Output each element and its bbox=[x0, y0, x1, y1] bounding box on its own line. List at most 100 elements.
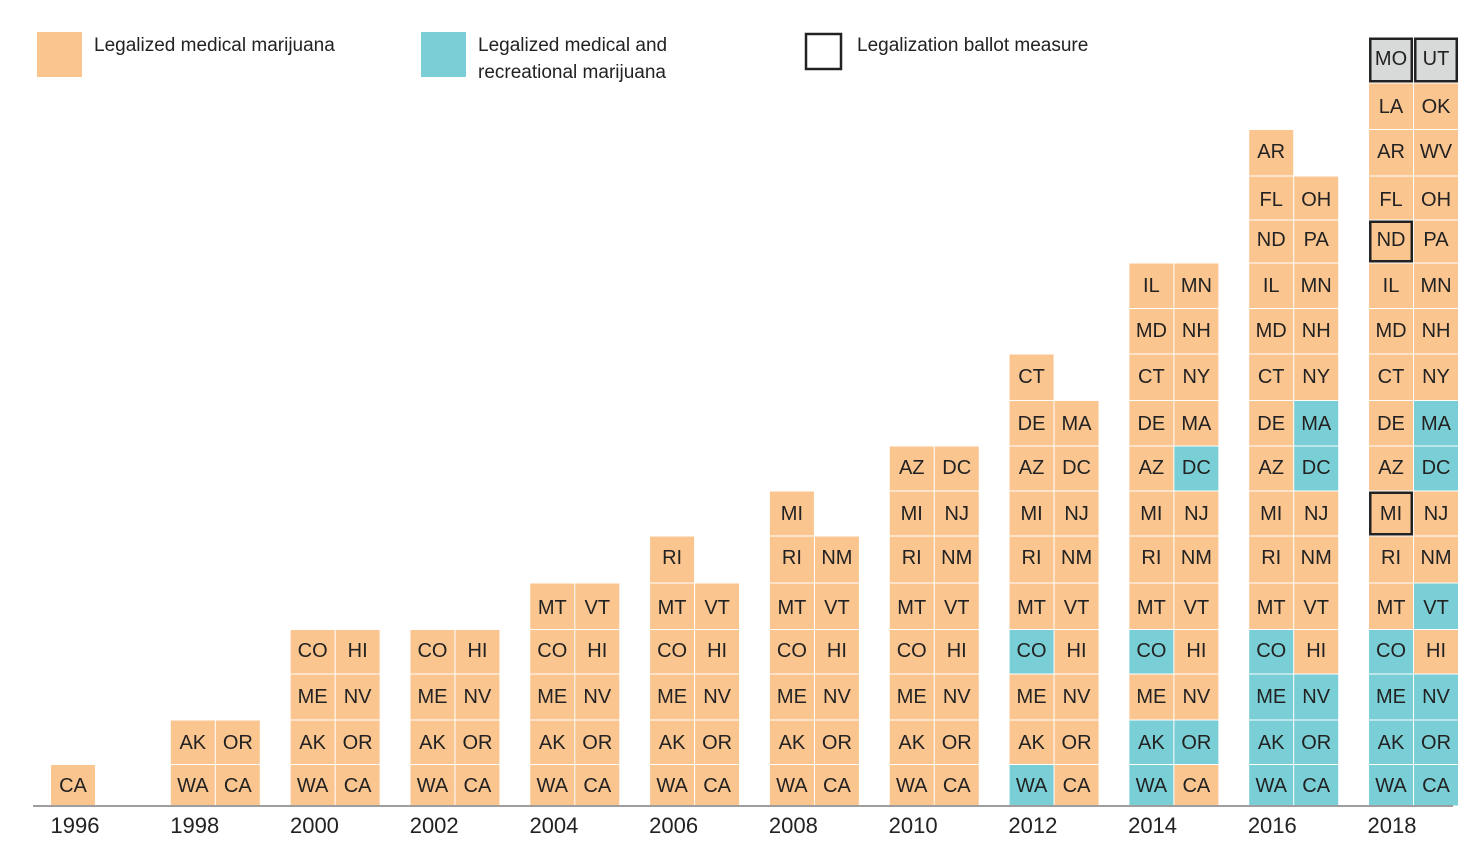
cell-bg-2016-FL bbox=[1249, 176, 1294, 220]
cell-label-2014-DC: DC bbox=[1182, 457, 1211, 479]
cell-bg-2002-HI bbox=[455, 630, 500, 674]
cell-2012-DE: DE bbox=[1009, 401, 1054, 446]
cell-bg-2010-RI bbox=[889, 536, 934, 583]
cell-label-2018-MT: MT bbox=[1377, 597, 1406, 619]
cell-bg-2004-VT bbox=[575, 583, 620, 629]
cell-bg-2016-NJ bbox=[1294, 491, 1339, 536]
cell-bg-2008-RI bbox=[769, 536, 814, 583]
cell-label-2008-MI: MI bbox=[781, 503, 803, 525]
year-column-2018: WA CA AK OR ME NV CO HI MT VT RI NM MI NJ AZ DC DE MA CT NY… bbox=[1369, 37, 1459, 806]
cell-2004-CO: CO bbox=[530, 630, 575, 674]
cell-1998-OR: OR bbox=[215, 720, 260, 764]
cell-2006-AK: AK bbox=[650, 720, 695, 764]
cell-label-2018-UT: UT bbox=[1423, 48, 1450, 70]
cell-label-2012-MT: MT bbox=[1017, 597, 1046, 619]
cell-bg-2010-HI bbox=[934, 630, 979, 674]
cell-2008-VT: VT bbox=[814, 583, 859, 629]
cell-label-2016-MN: MN bbox=[1301, 275, 1332, 297]
cell-bg-2012-MI bbox=[1009, 491, 1054, 536]
cell-2006-ME: ME bbox=[650, 674, 695, 720]
cell-bg-2014-MT bbox=[1129, 583, 1174, 629]
cell-2018-MI: MI bbox=[1369, 491, 1414, 536]
cell-bg-2016-OR bbox=[1294, 720, 1339, 764]
cell-bg-2016-NM bbox=[1294, 536, 1339, 583]
cell-2012-CO: CO bbox=[1009, 630, 1054, 674]
cell-2016-ND: ND bbox=[1249, 220, 1294, 263]
cell-bg-2004-OR bbox=[575, 720, 620, 764]
cell-bg-2016-IL bbox=[1249, 263, 1294, 308]
cell-label-2002-CO: CO bbox=[417, 640, 447, 662]
cell-2016-NM: NM bbox=[1294, 536, 1339, 583]
cell-2008-RI: RI bbox=[769, 536, 814, 583]
cell-bg-2016-DE bbox=[1249, 401, 1294, 446]
cell-2018-RI: RI bbox=[1369, 536, 1414, 583]
cell-2014-IL: IL bbox=[1129, 263, 1174, 308]
cell-label-2018-WA: WA bbox=[1375, 775, 1407, 797]
cell-bg-2012-DC bbox=[1054, 446, 1099, 491]
cell-2002-OR: OR bbox=[455, 720, 500, 764]
cell-label-2016-RI: RI bbox=[1261, 547, 1281, 569]
cell-label-2014-ME: ME bbox=[1136, 686, 1166, 708]
cell-2016-NH: NH bbox=[1294, 309, 1339, 354]
cell-bg-2010-AK bbox=[889, 720, 934, 764]
cell-label-1998-CA: CA bbox=[224, 775, 252, 797]
cell-2018-AZ: AZ bbox=[1369, 446, 1414, 491]
cell-bg-2000-AK bbox=[290, 720, 335, 764]
year-label-2014: 2014 bbox=[1128, 813, 1177, 838]
cell-2018-FL: FL bbox=[1369, 176, 1414, 220]
cell-2008-WA: WA bbox=[769, 765, 814, 806]
year-column-1996: CA bbox=[51, 765, 95, 806]
cell-label-2018-ME: ME bbox=[1376, 686, 1406, 708]
cell-label-2016-OH: OH bbox=[1301, 189, 1331, 211]
cell-label-2012-AZ: AZ bbox=[1019, 457, 1045, 479]
cell-bg-2008-AK bbox=[769, 720, 814, 764]
cell-bg-2016-AK bbox=[1249, 720, 1294, 764]
cell-label-2018-LA: LA bbox=[1379, 96, 1404, 118]
cell-bg-2004-WA bbox=[530, 765, 575, 806]
cell-2018-PA: PA bbox=[1414, 220, 1459, 263]
cell-bg-2012-HI bbox=[1054, 630, 1099, 674]
cell-bg-2018-OK bbox=[1414, 83, 1459, 129]
cell-bg-2008-HI bbox=[814, 630, 859, 674]
cell-2018-NH: NH bbox=[1414, 309, 1459, 354]
cell-label-2002-WA: WA bbox=[417, 775, 449, 797]
cell-2008-ME: ME bbox=[769, 674, 814, 720]
cell-2014-AZ: AZ bbox=[1129, 446, 1174, 491]
cell-bg-2004-CA bbox=[575, 765, 620, 806]
cell-2014-MT: MT bbox=[1129, 583, 1174, 629]
cell-bg-2012-CO bbox=[1009, 630, 1054, 674]
cell-bg-1998-AK bbox=[170, 720, 215, 764]
cell-2018-CA: CA bbox=[1414, 765, 1459, 806]
cell-2002-HI: HI bbox=[455, 630, 500, 674]
year-label-2006: 2006 bbox=[649, 813, 698, 838]
cell-bg-2006-OR bbox=[695, 720, 740, 764]
cell-bg-2004-NV bbox=[575, 674, 620, 720]
cell-label-2008-NM: NM bbox=[821, 547, 852, 569]
cell-2010-VT: VT bbox=[934, 583, 979, 629]
cell-label-2016-AR: AR bbox=[1257, 141, 1285, 163]
state-grid: CA WA CA AK OR WA CA AK OR ME NV CO HI WA CA AK OR ME NV CO… bbox=[51, 37, 1459, 806]
cell-label-2000-CA: CA bbox=[344, 775, 372, 797]
cell-bg-2010-WA bbox=[889, 765, 934, 806]
cell-bg-2018-MT bbox=[1369, 583, 1414, 629]
cell-2006-HI: HI bbox=[695, 630, 740, 674]
cell-2012-AZ: AZ bbox=[1009, 446, 1054, 491]
cell-bg-2018-ME bbox=[1369, 674, 1414, 720]
cell-bg-2014-MD bbox=[1129, 309, 1174, 354]
cell-label-2000-OR: OR bbox=[343, 732, 373, 754]
cell-bg-2016-HI bbox=[1294, 630, 1339, 674]
cell-label-2006-CO: CO bbox=[657, 640, 687, 662]
cell-label-2014-MI: MI bbox=[1140, 503, 1162, 525]
cell-bg-2018-WA bbox=[1369, 765, 1414, 806]
cell-bg-2004-MT bbox=[530, 583, 575, 629]
cell-2018-WV: WV bbox=[1414, 130, 1459, 176]
cell-label-2018-VT: VT bbox=[1423, 597, 1449, 619]
cell-label-2010-HI: HI bbox=[947, 640, 967, 662]
cell-bg-2012-MT bbox=[1009, 583, 1054, 629]
cell-bg-2002-WA bbox=[410, 765, 455, 806]
cell-label-2010-MI: MI bbox=[901, 503, 923, 525]
cell-label-2008-HI: HI bbox=[827, 640, 847, 662]
cell-2006-WA: WA bbox=[650, 765, 695, 806]
year-column-2008: WA CA AK OR ME NV CO HI MT VT RI NM MI bbox=[769, 491, 859, 806]
